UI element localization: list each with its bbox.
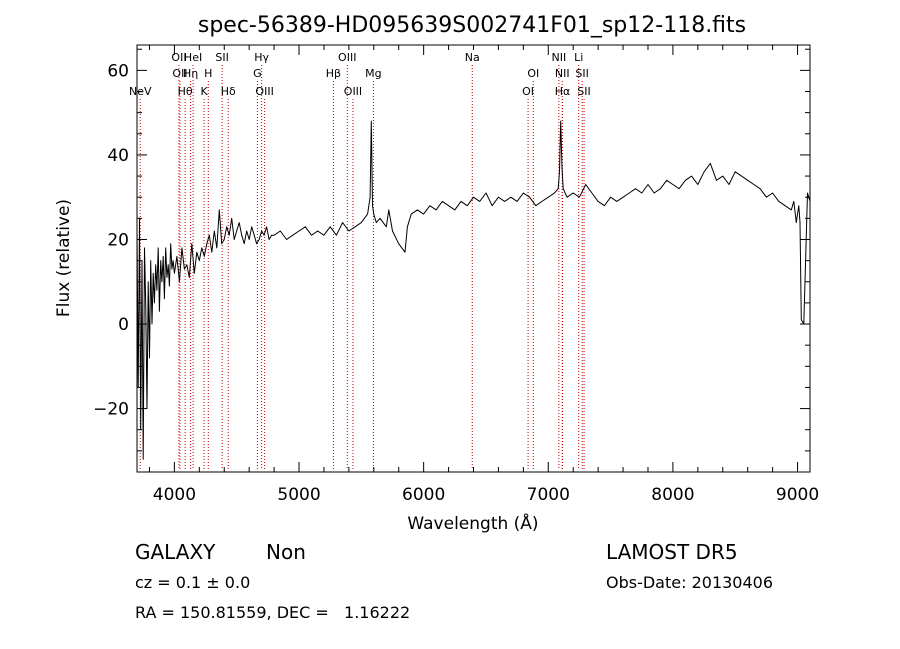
- y-tick-label: 40: [107, 146, 129, 166]
- survey-name: LAMOST DR5: [606, 540, 738, 564]
- line-marker-label: G: [253, 67, 262, 80]
- line-marker-label: SII: [575, 67, 588, 80]
- coordinates: RA = 150.81559, DEC = 1.16222: [135, 603, 411, 622]
- x-tick-label: 8000: [651, 485, 694, 505]
- line-marker-label: OII: [172, 67, 187, 80]
- spectrum-series: [136, 120, 811, 460]
- line-marker-label: H: [204, 67, 212, 80]
- line-marker-label: Hα: [555, 85, 571, 98]
- x-tick-label: 7000: [527, 485, 570, 505]
- y-axis-label: Flux (relative): [54, 199, 74, 317]
- x-tick-label: 4000: [153, 485, 196, 505]
- line-marker-label: OI: [522, 85, 534, 98]
- x-tick-label: 5000: [277, 485, 320, 505]
- y-tick-label: 20: [107, 230, 129, 250]
- line-marker-label: Mg: [365, 67, 381, 80]
- y-axis-ticks: 60 40 20 0 −20: [93, 48, 810, 452]
- observation-date: Obs-Date: 20130406: [606, 573, 774, 592]
- x-axis-label: Wavelength (Å): [407, 512, 538, 534]
- line-marker-label: Hη: [183, 67, 198, 80]
- object-subclass: Non: [266, 540, 306, 564]
- y-tick-label: −20: [93, 400, 129, 420]
- y-tick-label: 60: [107, 61, 129, 81]
- line-marker-label: K: [200, 85, 208, 98]
- line-marker-label: OIII: [255, 85, 273, 98]
- line-marker-label: HeI: [184, 51, 202, 64]
- y-tick-label: 0: [118, 315, 129, 335]
- x-tick-label: 9000: [776, 485, 819, 505]
- spectrum-line: [136, 120, 811, 460]
- emission-line-markers: NeVOIIOIIHθHηHeIKHSIIHδGHγOIIIHβOIIIOIII…: [129, 51, 591, 470]
- line-marker-label: NII: [555, 67, 570, 80]
- line-marker-label: Hθ: [178, 85, 193, 98]
- line-marker-label: OIII: [338, 51, 356, 64]
- redshift-cz: cz = 0.1 ± 0.0: [135, 573, 251, 592]
- line-marker-label: OI: [527, 67, 539, 80]
- x-tick-label: 6000: [402, 485, 445, 505]
- line-marker-label: Li: [574, 51, 583, 64]
- line-marker-label: Na: [465, 51, 480, 64]
- line-marker-label: OII: [171, 51, 186, 64]
- line-marker-label: OIII: [344, 85, 362, 98]
- line-marker-label: Hγ: [254, 51, 269, 64]
- line-marker-label: Hβ: [326, 67, 341, 80]
- line-marker-label: SII: [577, 85, 590, 98]
- object-class: GALAXY: [135, 540, 216, 564]
- line-marker-label: Hδ: [221, 85, 236, 98]
- line-marker-label: SII: [215, 51, 228, 64]
- plot-frame: [136, 44, 811, 473]
- chart-title: spec-56389-HD095639S002741F01_sp12-118.f…: [198, 13, 746, 38]
- line-marker-label: NII: [552, 51, 567, 64]
- x-axis-ticks: 4000 5000 6000 7000 8000 9000: [148, 45, 819, 505]
